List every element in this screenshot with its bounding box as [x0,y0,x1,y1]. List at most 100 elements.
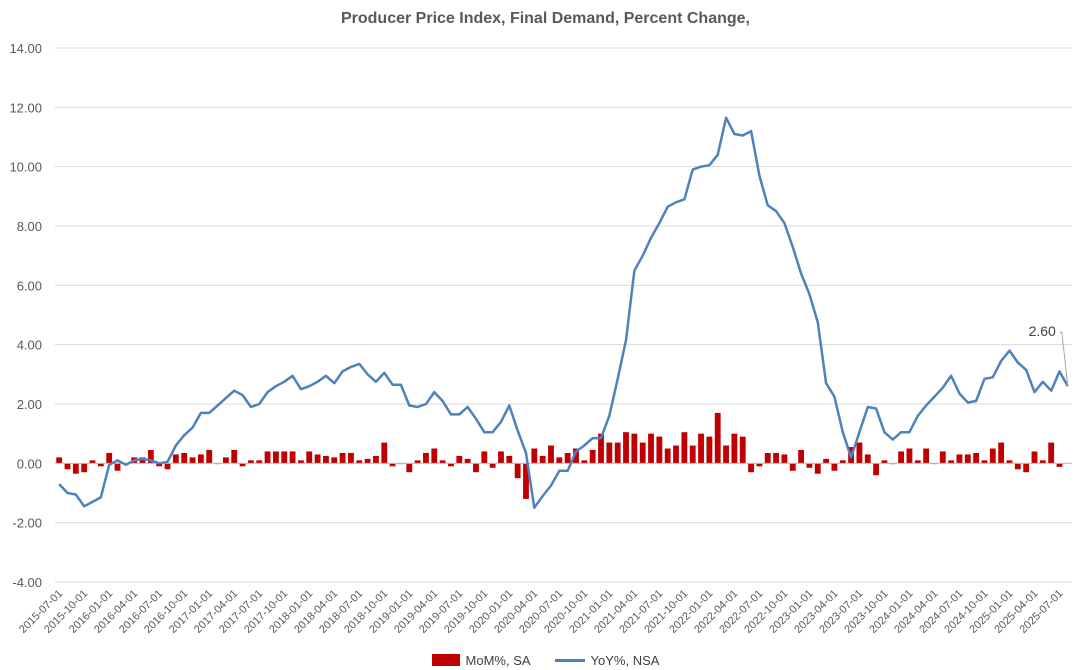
bar-mom [648,433,654,464]
bar-mom [222,457,229,464]
bar-mom [473,463,479,473]
line-yoy [58,116,1069,510]
bar-mom [556,457,563,464]
bar-mom [272,451,279,464]
bar-mom [831,463,838,471]
bar-mom [306,451,313,464]
bar-mom [806,463,813,468]
bar-mom [589,449,596,464]
bar-mom [689,445,696,464]
bar-mom [539,455,546,464]
bar-mom [172,454,179,464]
bar-mom [698,433,704,464]
bar-mom [781,454,788,464]
bar-mom [639,442,646,464]
bar-mom [356,460,363,464]
bar-mom [664,448,671,464]
y-tick-label: 4.00 [17,338,42,353]
bar-mom [81,463,88,473]
bar-mom [106,452,113,464]
bar-mom [381,442,388,464]
bar-mom [231,449,238,464]
bar-mom [748,463,754,473]
bar-mom [247,460,254,464]
bar-mom [914,460,921,464]
bar-mom [89,460,96,464]
bar-mom [289,451,296,464]
bar-mom [948,460,955,464]
bar-mom [606,442,613,464]
y-tick-label: 6.00 [17,278,42,293]
bar-mom [773,452,779,464]
bar-mom [456,455,463,464]
bar-mom [731,433,738,464]
annotation-leader [1059,331,1069,387]
bar-mom [939,451,946,464]
bar-mom [481,451,488,464]
bar-mom [431,448,438,464]
bar-mom [139,457,146,464]
bar-mom [623,432,629,464]
y-tick-label: 12.00 [9,100,42,115]
bar-mom [548,445,554,464]
bar-mom [297,460,304,464]
bar-mom [323,455,329,464]
y-tick-label: 14.00 [9,41,42,56]
legend-swatch-yoy [554,658,585,662]
bar-mom [1048,442,1055,464]
y-tick-label: 0.00 [17,456,42,471]
bar-mom [714,412,721,464]
bar-mom [514,463,521,479]
bar-mom [281,451,288,464]
bar-mom [331,457,338,464]
bar-mom [97,463,104,467]
legend-label-yoy: YoY%, NSA [590,652,660,668]
bar-mom [981,460,988,464]
bar-mom [789,463,796,471]
bar-mom [348,452,354,464]
bar-mom [498,451,504,464]
bar-mom [164,463,171,470]
bar-mom [673,445,679,464]
bar-mom [839,460,846,464]
bar-mom [881,460,888,464]
bar-mom [181,452,188,464]
legend-item-yoy: YoY%, NSA [554,652,660,668]
y-tick-label: 8.00 [17,219,42,234]
bar-mom [598,433,604,464]
bar-mom [389,463,396,467]
bar-mom [423,452,429,464]
bar-mom [1031,451,1038,464]
bar-mom [1023,463,1030,473]
bar-mom [56,457,63,464]
bar-mom [681,432,688,464]
bar-mom [573,448,579,464]
bar-mom [1006,460,1013,464]
y-tick-label: 10.00 [9,160,42,175]
bar-mom [406,463,413,473]
bar-mom [906,448,913,464]
bar-mom [64,463,71,470]
y-tick-label: -4.00 [12,575,42,590]
bar-mom [998,442,1005,464]
bar-mom [856,442,863,464]
bar-mom [439,460,446,464]
bar-mom [923,448,930,464]
bar-mom [1056,463,1063,467]
bar-mom [156,463,163,467]
bar-mom [706,436,713,464]
bar-mom [814,463,821,474]
chart-legend: MoM%, SA YoY%, NSA [0,650,1091,670]
bar-mom [739,436,746,464]
chart-plot: 14.00 12.00 10.00 8.00 6.00 4.00 2.00 0.00 -2.00… [9,0,1083,636]
bar-mom [339,452,346,464]
y-tick-label: 2.00 [17,397,42,412]
bar-mom [464,458,471,464]
bar-mom [373,455,379,464]
bar-mom [656,436,663,464]
annotation-mom-last: -0.12 [1051,0,1083,3]
bar-mom [531,448,538,464]
legend-swatch-mom [431,654,460,666]
bar-mom [197,454,204,464]
bar-mom [864,454,871,464]
